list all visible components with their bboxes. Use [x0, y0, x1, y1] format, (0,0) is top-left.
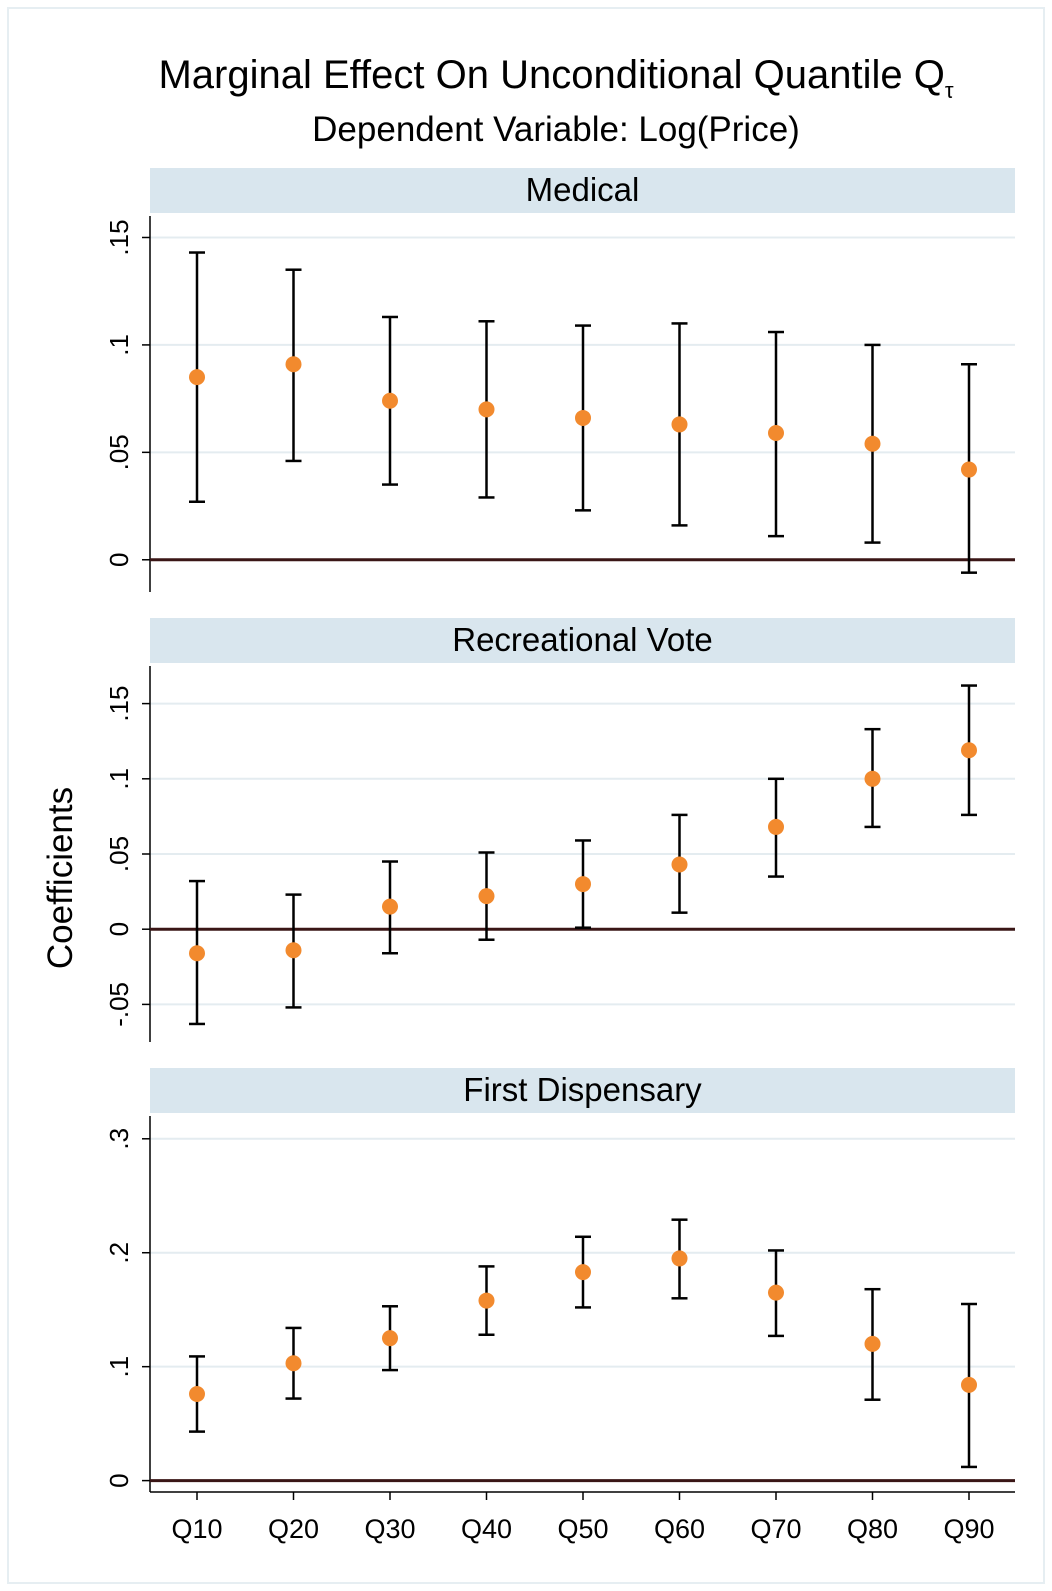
- y-tick-label: .1: [104, 768, 134, 790]
- panel-strip: [150, 1068, 1015, 1113]
- panel-strip: [150, 618, 1015, 663]
- panel-2: First Dispensary 0 .1 .2 .3: [104, 1068, 1015, 1492]
- point-estimate-q90: [961, 742, 977, 759]
- y-tick-label: 0: [104, 922, 134, 936]
- y-tick-label: .1: [104, 1356, 134, 1378]
- y-axis-title: Coefficients: [41, 787, 80, 969]
- chart-panels: Medical 0 .05 .1 .15 Recreational Vote -.05 0 .0…: [104, 168, 1015, 1492]
- point-estimate-q50: [575, 876, 591, 893]
- y-tick-label: 0: [104, 553, 134, 567]
- point-estimate-q80: [864, 1335, 881, 1352]
- figure-title: Marginal Effect On Unconditional Quantil…: [158, 53, 953, 103]
- point-estimate-q10: [189, 945, 205, 962]
- y-tick-label: .15: [104, 686, 134, 722]
- point-estimate-q60: [671, 856, 688, 873]
- point-estimate-q20: [285, 942, 302, 959]
- x-tick-label: Q80: [847, 1514, 898, 1544]
- x-tick-label: Q20: [268, 1514, 319, 1544]
- point-estimate-q10: [189, 369, 205, 386]
- y-tick-label: .05: [104, 836, 134, 872]
- panel-strip: [150, 168, 1015, 213]
- x-tick-label: Q60: [654, 1514, 705, 1544]
- point-estimate-q70: [768, 818, 784, 835]
- point-estimate-q60: [671, 1250, 688, 1267]
- panel-title: Medical: [526, 171, 640, 208]
- figure-subtitle: Dependent Variable: Log(Price): [312, 110, 800, 149]
- x-tick-label: Q40: [461, 1514, 512, 1544]
- panel-1: Recreational Vote -.05 0 .05 .1 .15: [104, 618, 1015, 1042]
- point-estimate-q50: [575, 409, 591, 426]
- figure-frame: [7, 7, 1045, 1584]
- point-estimate-q90: [961, 461, 977, 478]
- point-estimate-q70: [768, 1284, 784, 1301]
- point-estimate-q50: [575, 1264, 591, 1281]
- y-tick-label: .15: [104, 219, 134, 255]
- y-tick-label: .1: [104, 334, 134, 356]
- point-estimate-q90: [961, 1376, 977, 1393]
- x-tick-label: Q30: [364, 1514, 415, 1544]
- point-estimate-q20: [285, 1355, 302, 1372]
- point-estimate-q40: [478, 888, 495, 905]
- point-estimate-q30: [382, 392, 398, 409]
- x-tick-label: Q70: [750, 1514, 801, 1544]
- x-tick-label: Q90: [943, 1514, 994, 1544]
- y-tick-label: .05: [104, 434, 134, 470]
- figure-title-subscript: τ: [945, 78, 954, 103]
- panel-title: First Dispensary: [463, 1071, 702, 1108]
- point-estimate-q20: [285, 356, 302, 373]
- point-estimate-q70: [768, 425, 784, 442]
- y-tick-label: 0: [104, 1473, 134, 1487]
- point-estimate-q30: [382, 898, 398, 915]
- point-estimate-q40: [478, 401, 495, 418]
- x-axis: Q10 Q20 Q30 Q40 Q50 Q60 Q70 Q80 Q90: [150, 1491, 1015, 1544]
- y-tick-label: .2: [104, 1242, 134, 1264]
- x-tick-label: Q10: [171, 1514, 222, 1544]
- point-estimate-q80: [864, 770, 881, 787]
- point-estimate-q60: [671, 416, 688, 433]
- panel-title: Recreational Vote: [452, 621, 713, 658]
- point-estimate-q80: [864, 435, 881, 452]
- y-tick-label: -.05: [104, 982, 134, 1027]
- panel-0: Medical 0 .05 .1 .15: [104, 168, 1015, 592]
- point-estimate-q10: [189, 1386, 205, 1403]
- point-estimate-q40: [478, 1292, 495, 1309]
- point-estimate-q30: [382, 1330, 398, 1347]
- x-tick-label: Q50: [557, 1514, 608, 1544]
- y-tick-label: .3: [104, 1128, 134, 1150]
